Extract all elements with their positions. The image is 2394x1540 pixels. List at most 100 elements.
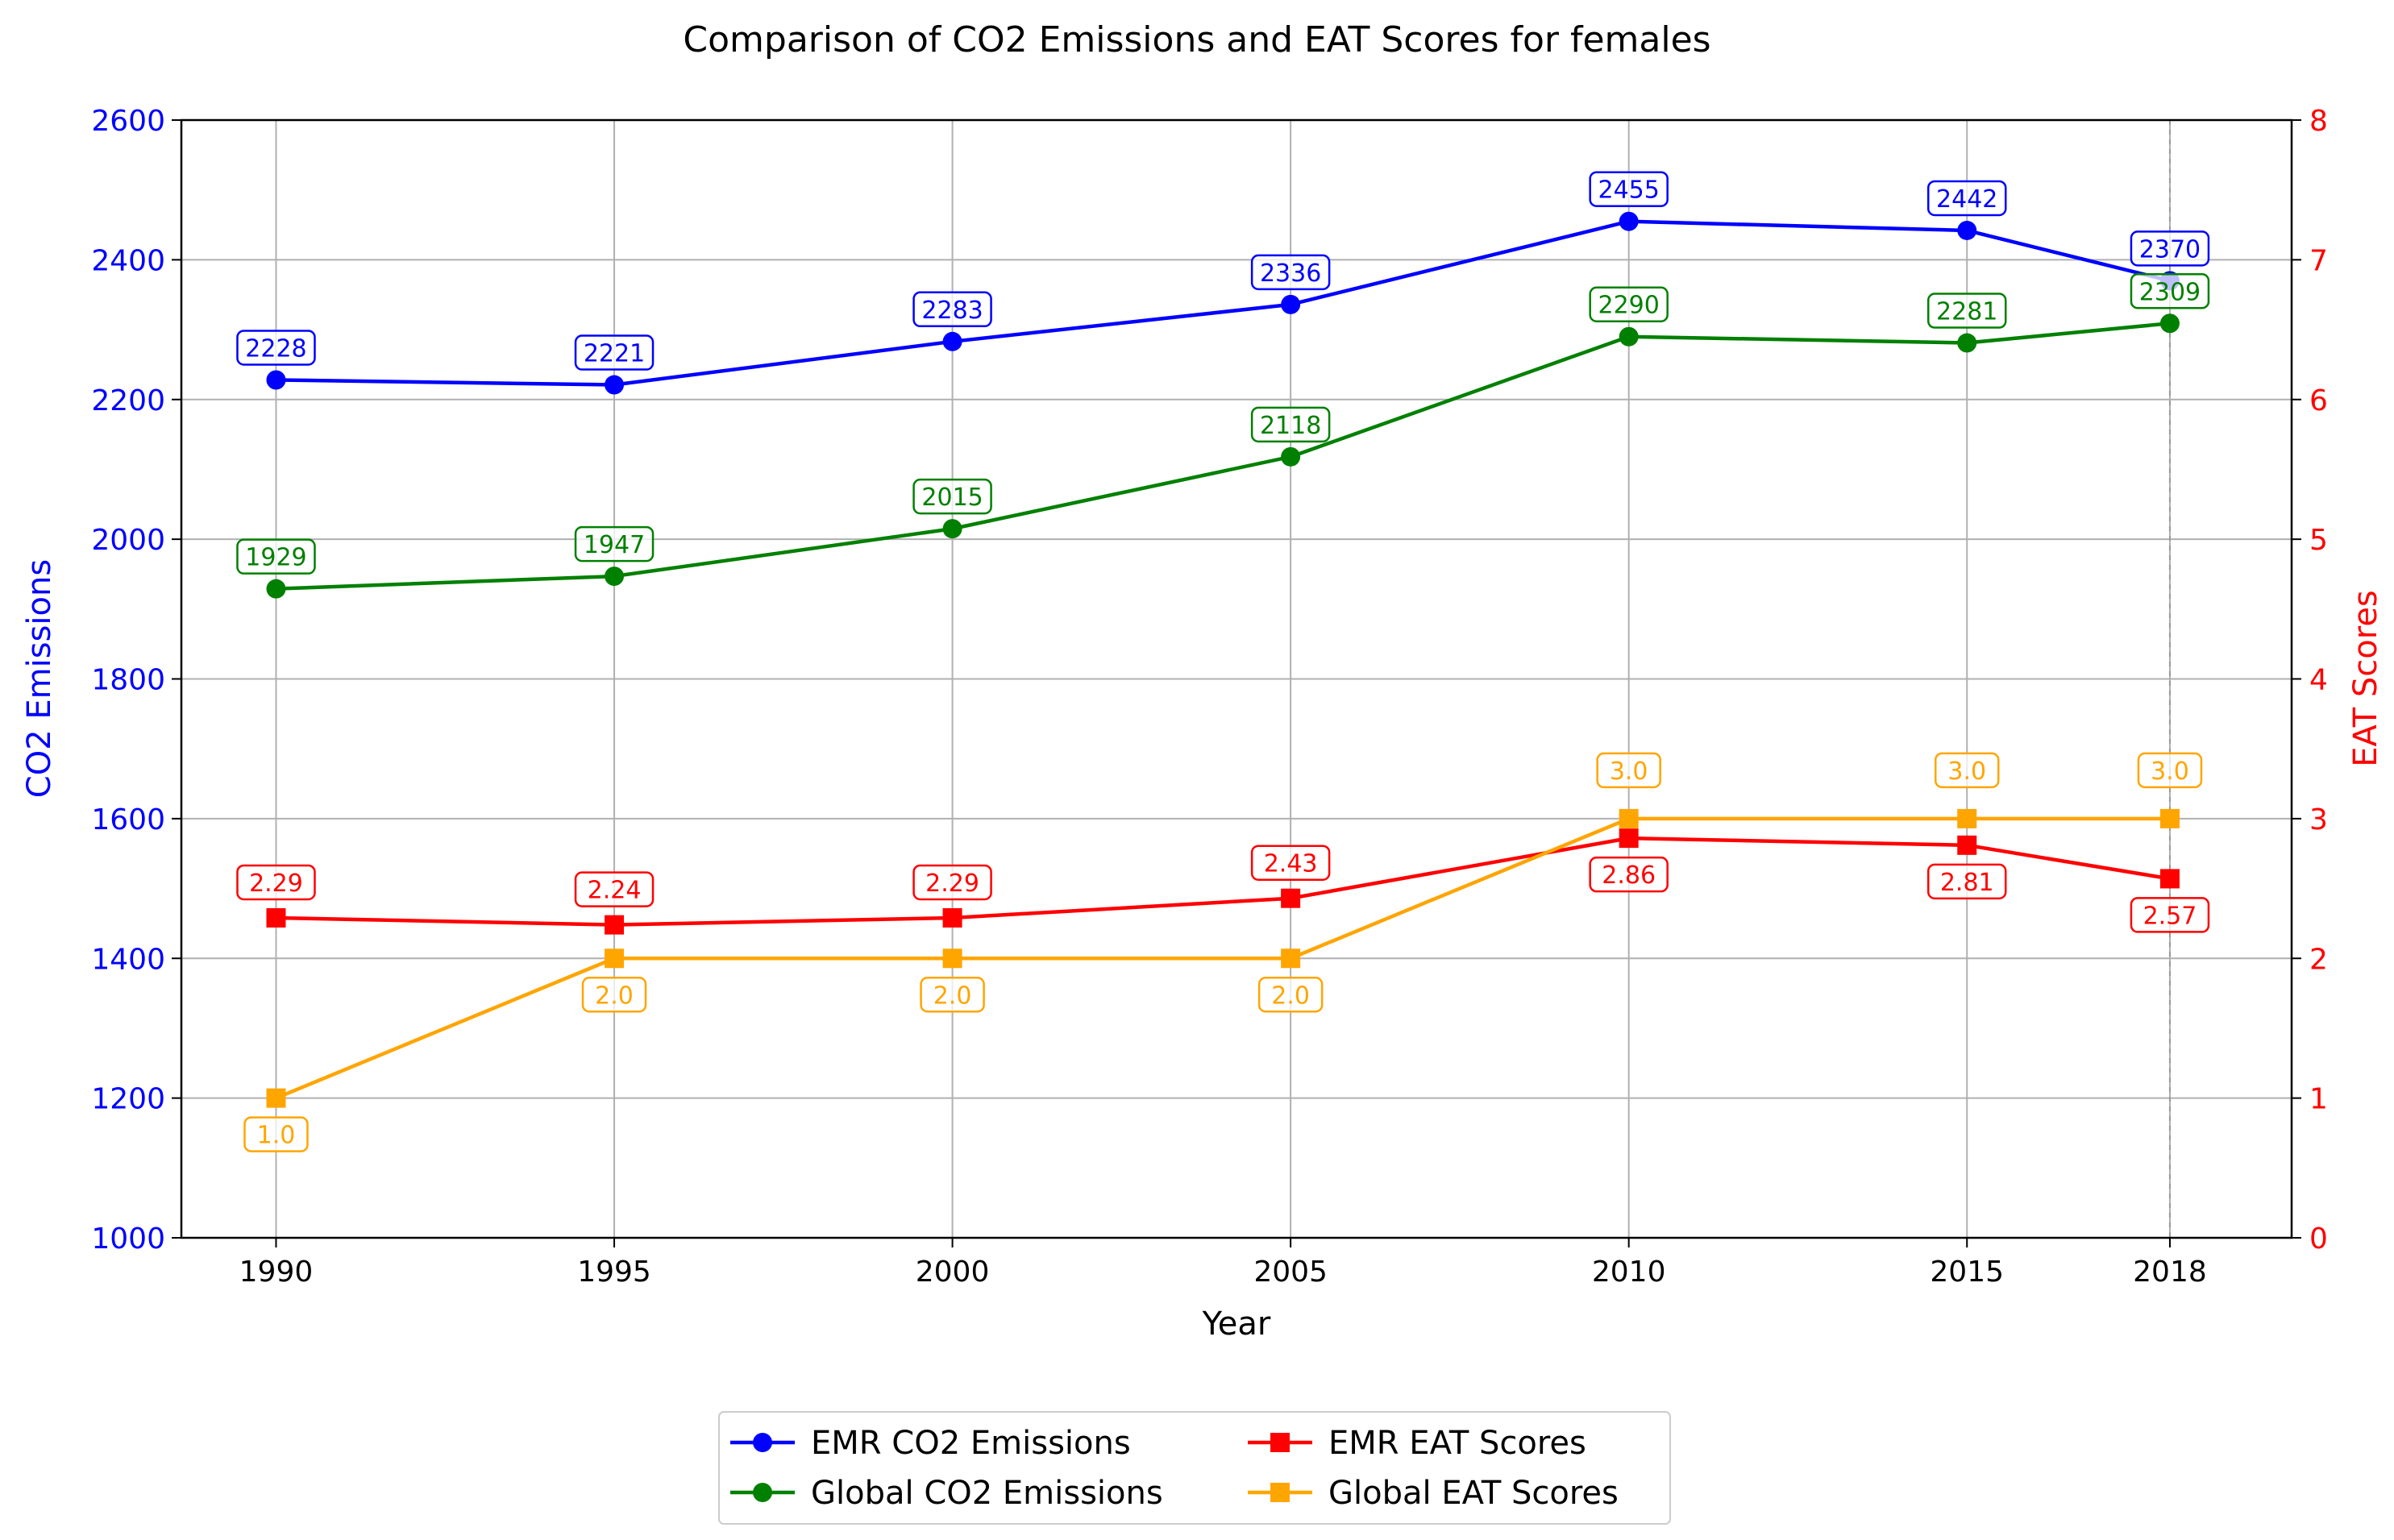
data-point	[266, 907, 286, 928]
data-label-group: 2.43	[1250, 845, 1331, 881]
data-label: 2455	[1598, 176, 1659, 205]
data-label-group: 2283	[912, 291, 992, 328]
data-label: 2442	[1936, 185, 1997, 214]
series-layer	[266, 211, 2180, 1108]
data-point	[1281, 294, 1301, 314]
data-label: 2309	[2139, 278, 2201, 306]
y-right-tick-label: 1	[2309, 1083, 2328, 1116]
data-label: 2221	[584, 340, 645, 368]
data-label: 2118	[1260, 412, 1321, 440]
data-point	[942, 331, 962, 351]
data-label: 1947	[584, 531, 645, 559]
data-point	[266, 1088, 286, 1108]
data-point	[1281, 948, 1301, 969]
data-label-group: 2455	[1589, 171, 1669, 207]
y-right-tick-label: 7	[2309, 244, 2328, 277]
data-label-box	[236, 330, 316, 366]
data-label-group: 2.29	[912, 864, 992, 901]
data-point	[605, 915, 625, 935]
x-tick-label: 1990	[239, 1256, 314, 1289]
y-left-tick-label: 2000	[91, 524, 165, 557]
series-line	[276, 322, 2171, 591]
data-label-box	[2137, 752, 2203, 789]
y-right-tick-label: 4	[2309, 664, 2328, 697]
x-tick-label: 2005	[1253, 1256, 1328, 1289]
data-label-box	[1926, 863, 2007, 900]
data-label-box	[920, 977, 985, 1013]
data-point	[942, 948, 962, 969]
data-label: 2015	[921, 484, 983, 512]
data-label-box	[1250, 406, 1331, 443]
data-point	[605, 948, 625, 969]
data-label-box	[1257, 977, 1324, 1013]
y-axis-label-right: EAT Scores	[2347, 590, 2384, 767]
data-label-box	[1596, 752, 1661, 789]
data-label-group: 3.0	[2137, 752, 2203, 789]
data-point	[942, 907, 962, 928]
x-tick-label: 2000	[916, 1256, 990, 1289]
y-left-tick-label: 2200	[91, 384, 165, 417]
y-right-tick-label: 5	[2309, 524, 2328, 557]
chart-title: Comparison of CO2 Emissions and EAT Scor…	[683, 19, 1710, 60]
data-point	[1957, 220, 1977, 240]
legend-marker	[753, 1483, 772, 1502]
data-label: 2228	[245, 334, 306, 363]
legend-marker	[1270, 1483, 1290, 1502]
data-label-group: 1947	[574, 525, 655, 562]
data-label-group: 2.29	[236, 864, 316, 901]
data-label-box	[243, 1116, 309, 1152]
legend-item: Global CO2 Emissions	[730, 1475, 1163, 1512]
data-label-group: 2.57	[2130, 897, 2210, 933]
data-label-group: 2.0	[581, 977, 647, 1013]
data-label-group: 1929	[236, 538, 316, 575]
data-point	[266, 579, 286, 599]
legend-box	[718, 1411, 1671, 1525]
data-label-group: 2228	[236, 330, 316, 366]
data-point	[1957, 835, 1977, 855]
data-label-box	[1589, 856, 1669, 893]
y-left-tick-label: 1200	[91, 1083, 165, 1116]
data-label-box	[912, 478, 992, 515]
y-left-tick-label: 2600	[91, 105, 165, 138]
data-label: 2.0	[933, 982, 972, 1010]
y-right-tick-label: 2	[2309, 943, 2328, 976]
data-label: 2.57	[2143, 902, 2197, 930]
data-label-group: 2442	[1926, 180, 2007, 217]
data-label-group: 2.0	[920, 977, 985, 1013]
data-label: 2370	[2139, 235, 2201, 264]
data-label: 2.43	[1264, 850, 1318, 878]
y-left-tick-label: 2400	[91, 244, 165, 277]
data-label-box	[2130, 230, 2210, 267]
data-label-group: 2309	[2130, 273, 2210, 309]
data-label-box	[912, 291, 992, 328]
data-label-box	[236, 538, 316, 575]
x-tick-label: 1995	[577, 1256, 651, 1289]
data-label: 3.0	[1610, 758, 1648, 786]
x-tick-label: 2015	[1930, 1256, 2004, 1289]
data-label-box	[574, 334, 655, 371]
y-left-tick-label: 1600	[91, 803, 165, 836]
legend-item: Global EAT Scores	[1248, 1475, 1619, 1512]
data-label-box	[1926, 180, 2007, 217]
y-right-tick-label: 3	[2309, 803, 2328, 836]
data-label-box	[236, 864, 316, 901]
data-point	[1619, 808, 1639, 828]
x-axis-label: Year	[1202, 1305, 1271, 1343]
data-label-group: 2015	[912, 478, 992, 515]
data-label: 2.29	[249, 870, 303, 898]
data-label-box	[574, 871, 655, 907]
legend-label: EMR CO2 Emissions	[811, 1425, 1131, 1462]
data-point	[1619, 828, 1639, 849]
legend-label: Global CO2 Emissions	[811, 1475, 1163, 1512]
data-point	[605, 567, 625, 587]
data-label-box	[1250, 845, 1331, 881]
y-left-tick-label: 1000	[91, 1222, 165, 1256]
data-label-group: 2.86	[1589, 856, 1669, 893]
data-label-group: 3.0	[1596, 752, 1661, 789]
data-label-box	[2130, 273, 2210, 309]
y-axis-label-left: CO2 Emissions	[21, 559, 58, 798]
y-axis-right: 0 1 2 3 4 5 6 7 8	[2292, 105, 2328, 1256]
series-line	[276, 219, 2171, 387]
data-label: 1.0	[257, 1122, 296, 1150]
y-right-tick-label: 8	[2309, 105, 2328, 138]
